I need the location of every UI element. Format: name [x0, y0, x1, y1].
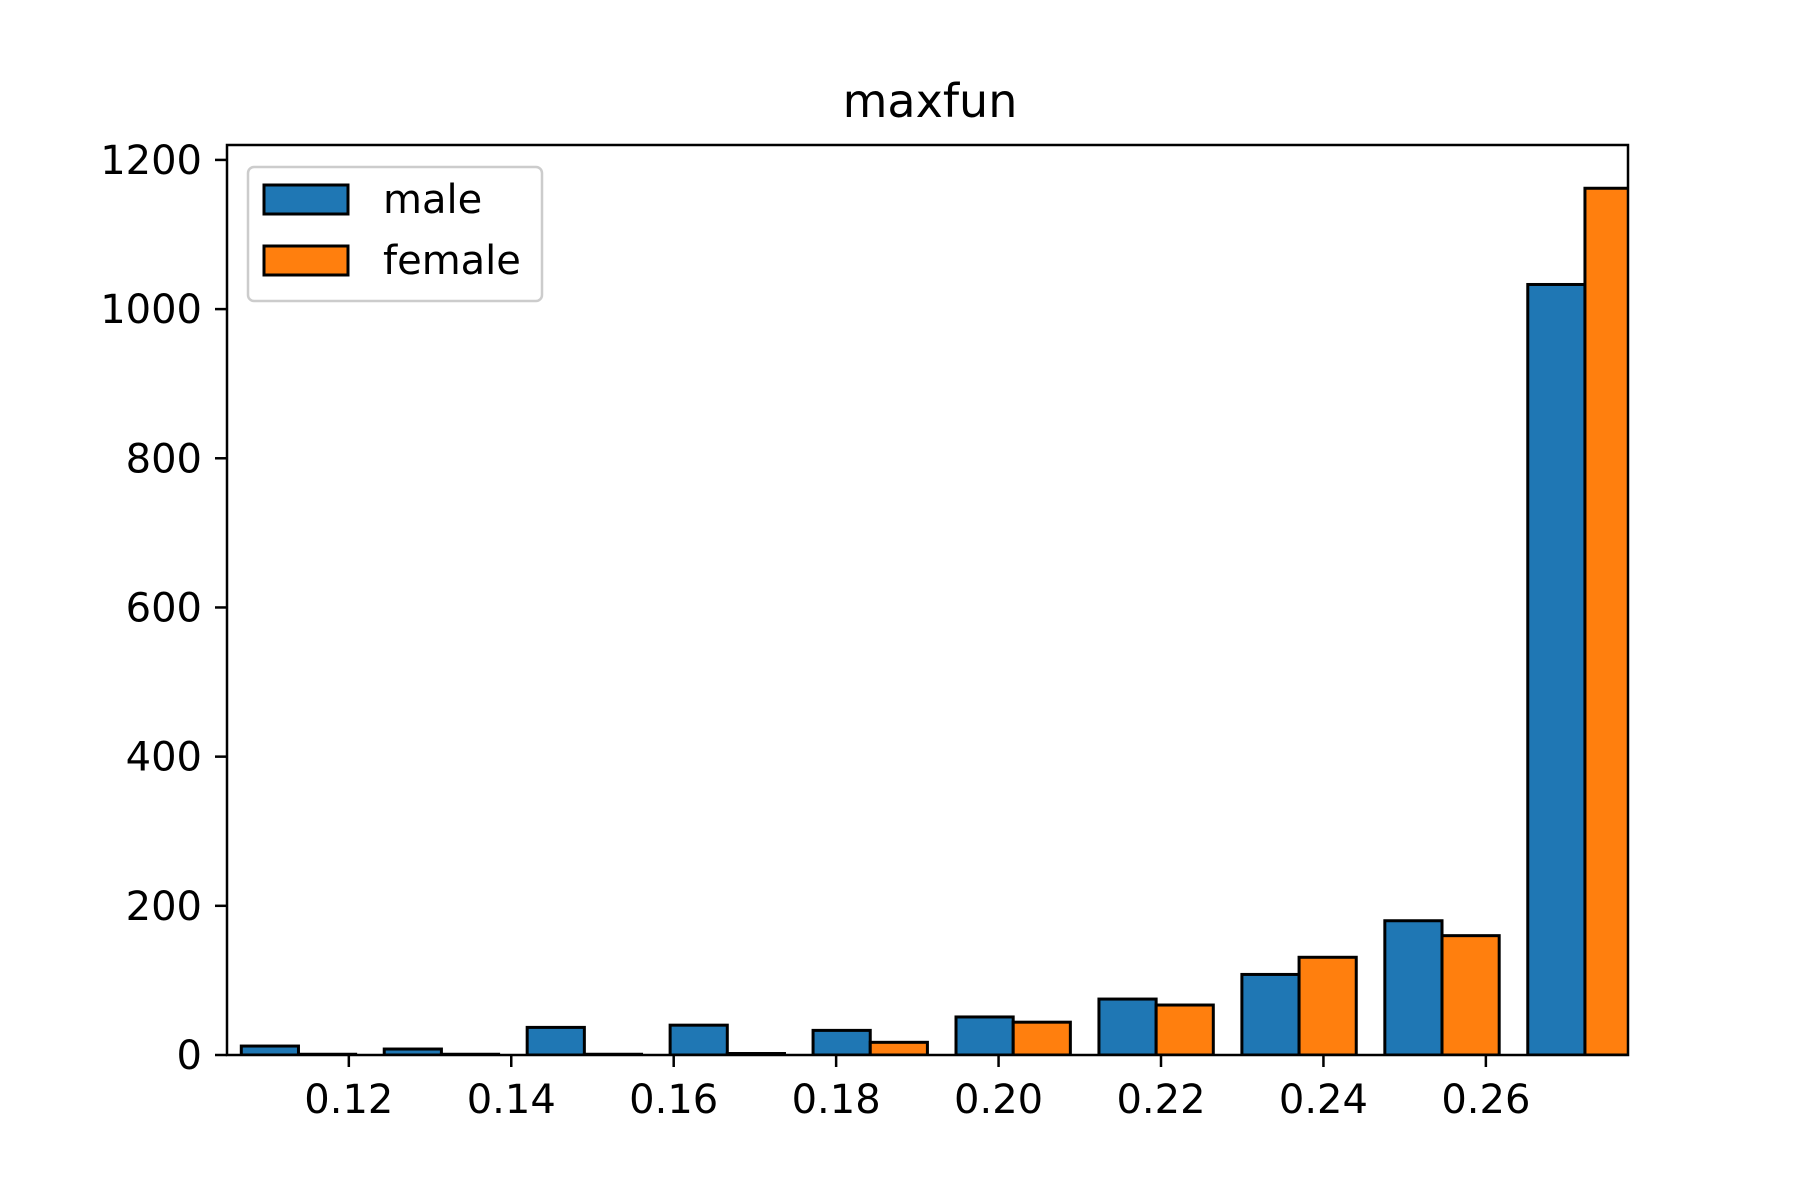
x-tick-label: 0.26	[1441, 1077, 1530, 1123]
y-tick-label: 600	[126, 585, 202, 631]
bar-female-7	[1297, 955, 1358, 1055]
bar-female-6	[1154, 1003, 1215, 1055]
bar-female-5	[1011, 1020, 1072, 1055]
axes-layer: 0.12 0.14 0.16 0.18 0.20 0.22 0.24 0.26 0 200 400 6…	[100, 138, 1630, 1123]
legend-label-female: female	[383, 238, 521, 284]
legend: male female	[246, 165, 544, 303]
chart-title: maxfun	[843, 74, 1018, 128]
x-tick-label: 0.12	[304, 1077, 393, 1123]
x-tick-label: 0.24	[1279, 1077, 1368, 1123]
bar-male-5	[954, 1015, 1015, 1055]
bar-male-8	[1383, 919, 1444, 1055]
bars-layer	[239, 186, 1628, 1055]
y-tick-label: 0	[177, 1033, 202, 1079]
bar-male-0	[239, 1044, 300, 1055]
bar-female-8	[1440, 934, 1501, 1055]
bar-male-7	[1240, 972, 1301, 1055]
legend-label-male: male	[383, 177, 482, 223]
bar-male-4	[811, 1028, 872, 1055]
bar-male-1	[382, 1047, 443, 1055]
x-tick-label: 0.16	[629, 1077, 718, 1123]
x-tick-label: 0.22	[1116, 1077, 1205, 1123]
bar-male-6	[1097, 997, 1158, 1055]
legend-swatch-female	[262, 244, 350, 277]
y-tick-label: 1000	[100, 287, 202, 333]
y-tick-label: 400	[126, 735, 202, 781]
bar-male-9	[1526, 282, 1587, 1055]
x-tick-label: 0.20	[954, 1077, 1043, 1123]
x-tick-label: 0.18	[792, 1077, 881, 1123]
bar-female-9	[1583, 186, 1628, 1055]
y-tick-label: 200	[126, 884, 202, 930]
x-tick-label: 0.14	[467, 1077, 556, 1123]
bar-male-2	[525, 1025, 586, 1055]
y-tick-label: 1200	[100, 138, 202, 184]
legend-swatch-male	[262, 183, 350, 216]
bar-female-4	[868, 1040, 929, 1055]
plot-frame	[225, 143, 1630, 1057]
bar-male-3	[668, 1023, 729, 1055]
y-tick-label: 800	[126, 436, 202, 482]
